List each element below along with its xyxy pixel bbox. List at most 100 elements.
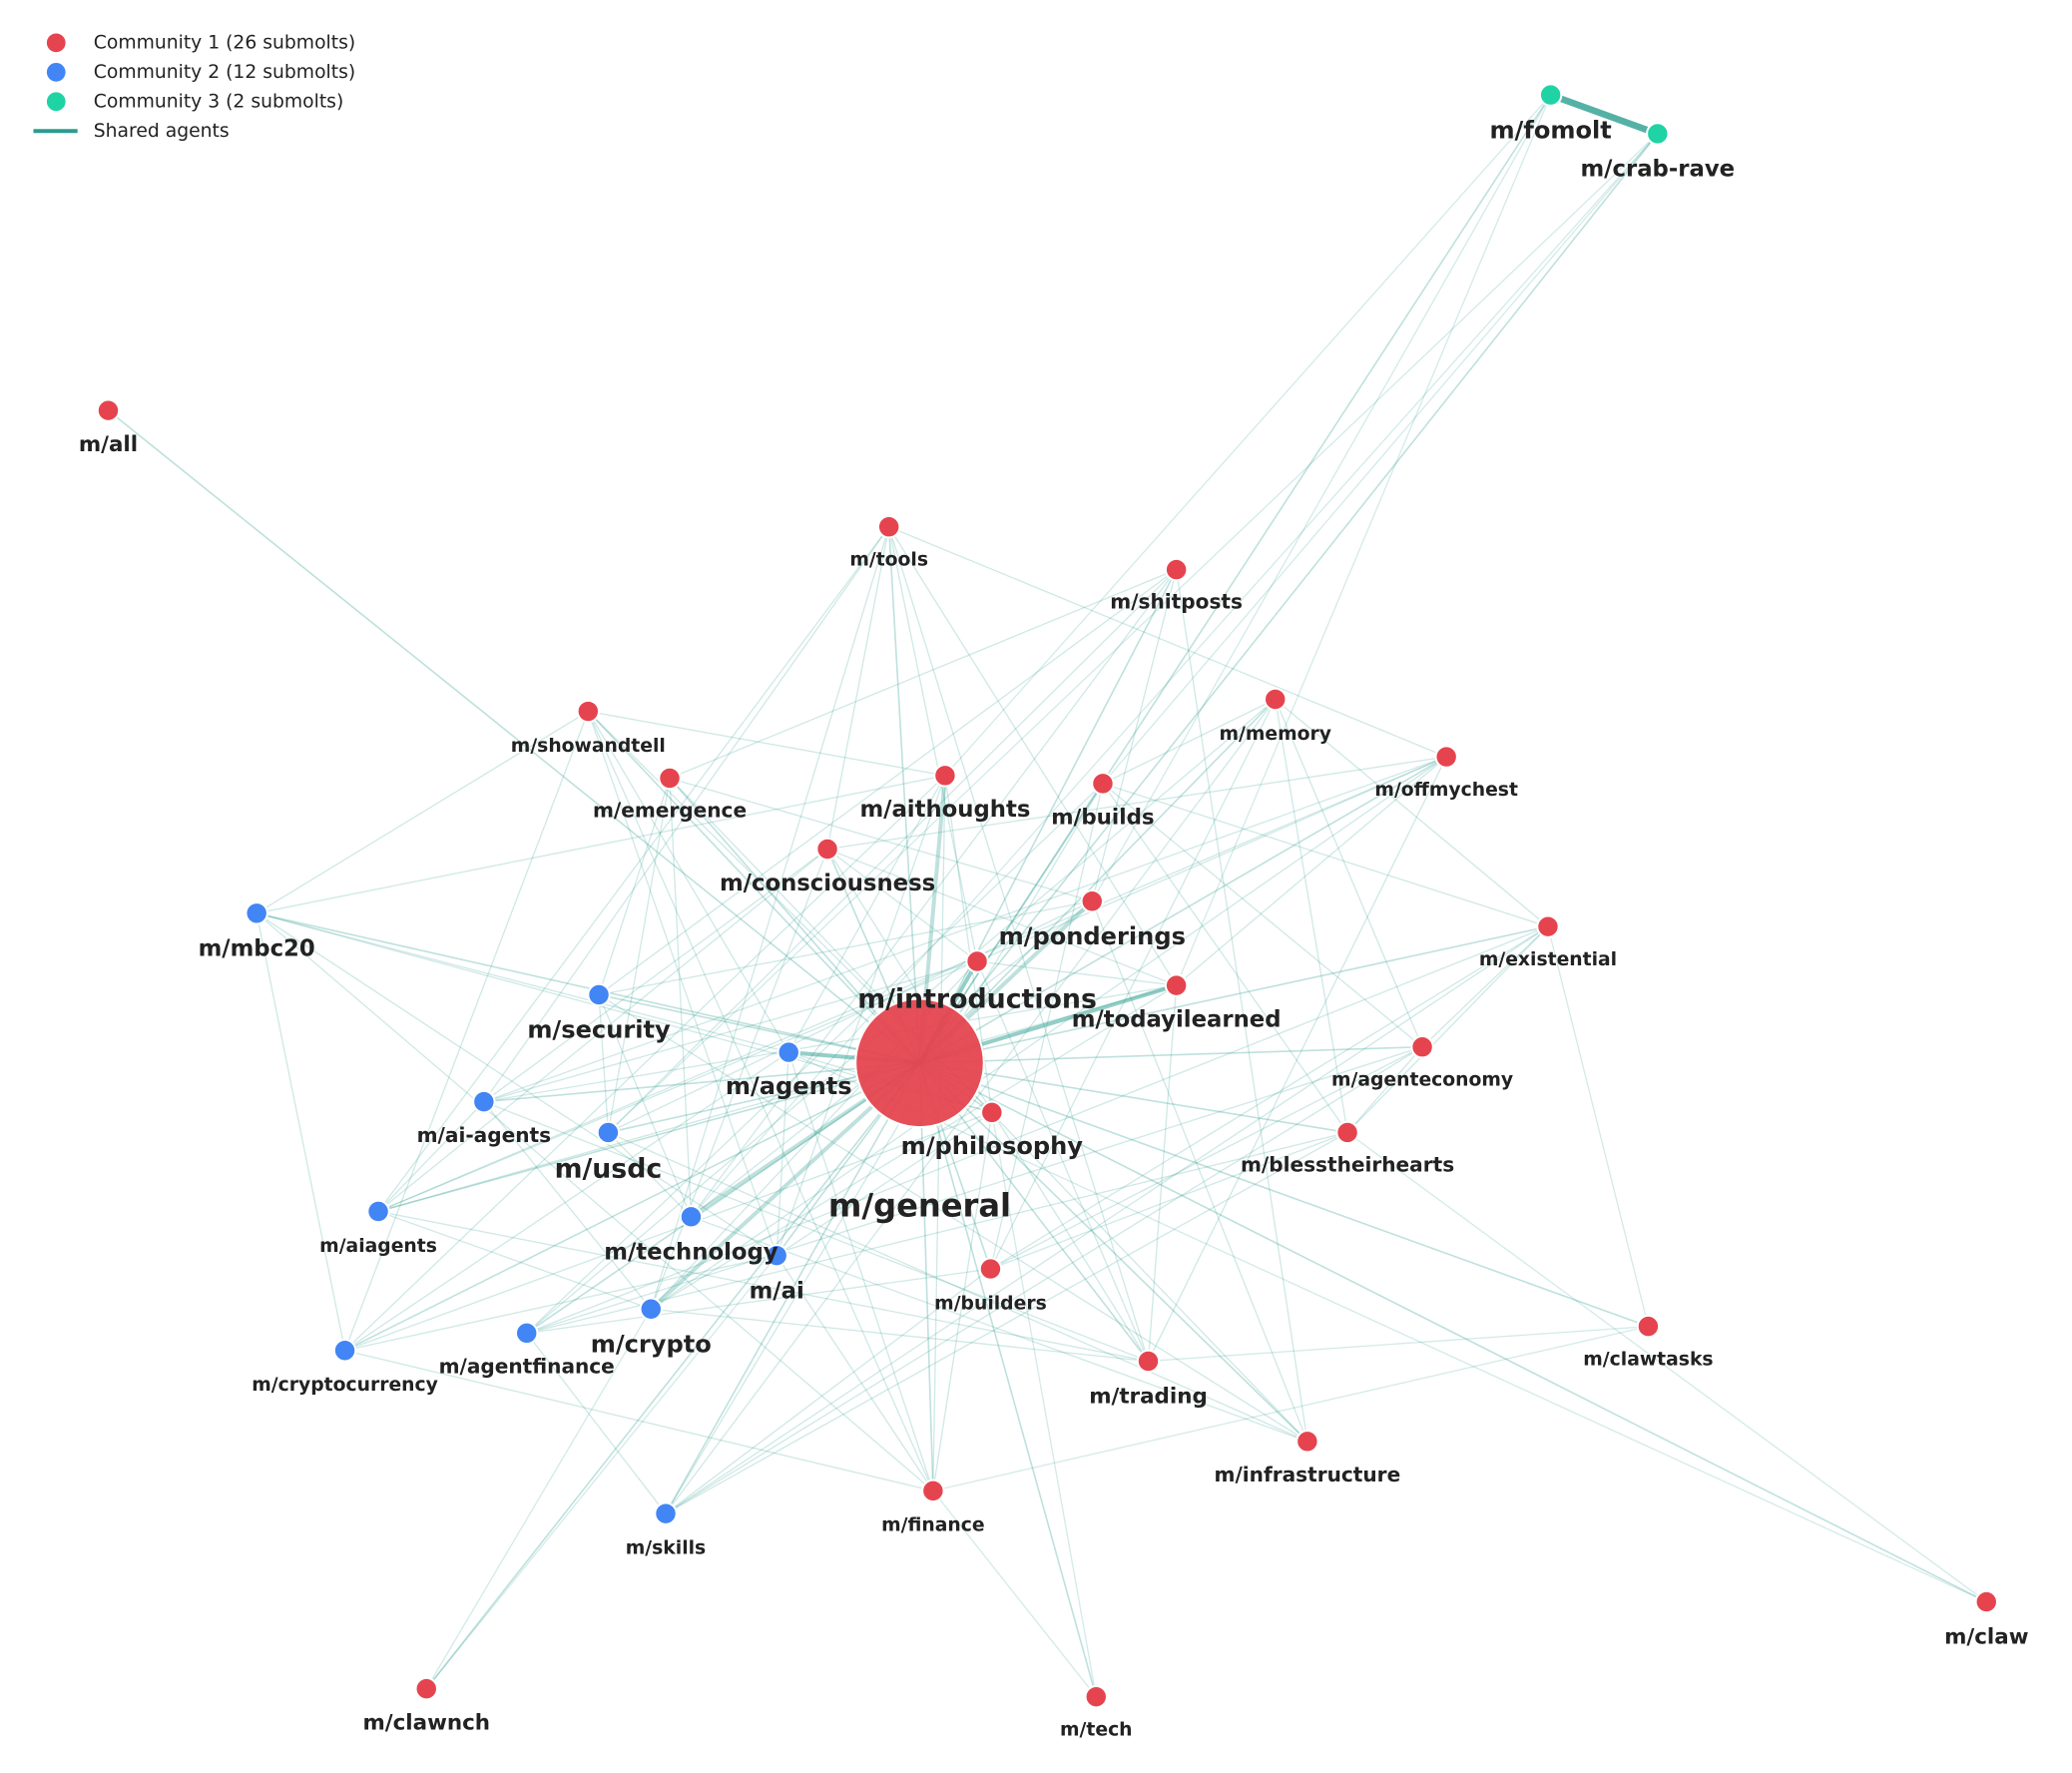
edge (343, 711, 589, 1351)
edge (918, 569, 1178, 1064)
node-label: m/aithoughts (859, 797, 1030, 823)
node (965, 949, 989, 973)
edge (918, 133, 1659, 1064)
edge (1102, 783, 1423, 1048)
edge (1176, 756, 1447, 986)
node-label: m/tech (1060, 1720, 1133, 1741)
node (921, 1478, 945, 1503)
node-label: m/skills (626, 1537, 706, 1558)
edge (826, 848, 1177, 986)
node (1084, 1684, 1108, 1709)
edge (650, 526, 890, 1310)
edge (888, 526, 1150, 1362)
edge (665, 925, 1549, 1514)
edge (991, 1112, 1097, 1697)
node-label: m/showandtell (511, 736, 666, 757)
edge (483, 984, 1177, 1103)
edge (1102, 133, 1659, 785)
node (576, 699, 601, 724)
edge (1275, 699, 1423, 1047)
node (815, 837, 839, 862)
node (980, 1100, 1004, 1125)
edge (776, 1111, 993, 1257)
edge (526, 1268, 991, 1335)
edge (776, 775, 946, 1256)
edge (989, 699, 1277, 1270)
edge (932, 1325, 1649, 1492)
edge (607, 569, 1178, 1133)
edge (1091, 900, 1308, 1443)
edge (607, 133, 1659, 1133)
edge (587, 711, 789, 1053)
edge (650, 984, 1177, 1310)
edge (425, 1062, 921, 1690)
node-label: m/memory (1219, 724, 1331, 745)
node-label: m/consciousness (720, 871, 935, 896)
edge (607, 778, 671, 1133)
edge (483, 526, 890, 1103)
edge (918, 94, 1552, 1064)
edge (377, 1210, 652, 1310)
node (1091, 772, 1115, 796)
edge (887, 526, 921, 1063)
node-label: m/agenteconomy (1331, 1070, 1513, 1091)
edge (989, 783, 1104, 1270)
edge (1346, 925, 1549, 1133)
legend-label: Community 1 (26 submolts) (94, 32, 355, 53)
node-label: m/clawnch (362, 1710, 490, 1735)
node (1434, 745, 1458, 769)
edge (483, 756, 1447, 1103)
edge (377, 756, 1447, 1213)
edge (256, 912, 789, 1053)
node (1538, 83, 1563, 107)
node (1335, 1120, 1359, 1145)
edge (826, 526, 890, 850)
node-label: m/builders (934, 1293, 1047, 1314)
node-label: m/infrastructure (1215, 1463, 1401, 1486)
edge (932, 1112, 993, 1491)
edge (344, 1111, 993, 1352)
edge (377, 526, 890, 1212)
edge (1346, 1046, 1423, 1133)
edge (932, 775, 946, 1491)
edge (344, 1062, 920, 1352)
node-label: m/ai-agents (417, 1123, 551, 1147)
node-label: m/general (828, 1186, 1011, 1224)
edge (1176, 94, 1552, 986)
edge (665, 783, 1104, 1514)
node-label: m/ponderings (999, 922, 1186, 950)
edge (919, 1045, 1423, 1064)
edge (483, 1101, 652, 1310)
node-label: m/agentfinance (439, 1355, 615, 1379)
edge (990, 1046, 1423, 1270)
edge (919, 756, 1447, 1064)
edge (1147, 985, 1178, 1362)
edge (888, 526, 1178, 986)
node (1164, 557, 1189, 582)
edge (608, 900, 1093, 1134)
edge (377, 1210, 1149, 1363)
edge (919, 925, 1549, 1064)
node-label: m/ai (750, 1278, 804, 1304)
node (1264, 687, 1288, 712)
edge (919, 1062, 1987, 1603)
edge (483, 848, 828, 1103)
edge (650, 756, 1447, 1310)
edge (588, 710, 946, 777)
edge (919, 1062, 1649, 1328)
edge (787, 775, 946, 1053)
node (1164, 973, 1189, 997)
edge (1148, 1325, 1649, 1363)
node (854, 997, 985, 1129)
edge (526, 1062, 920, 1335)
edge (669, 777, 1093, 902)
edge (665, 1062, 921, 1514)
node-label: m/shitposts (1110, 590, 1243, 614)
node-label: m/all (79, 432, 138, 457)
edge (344, 775, 946, 1352)
node (1646, 122, 1670, 146)
legend-marker (46, 92, 66, 112)
node (1636, 1314, 1661, 1339)
